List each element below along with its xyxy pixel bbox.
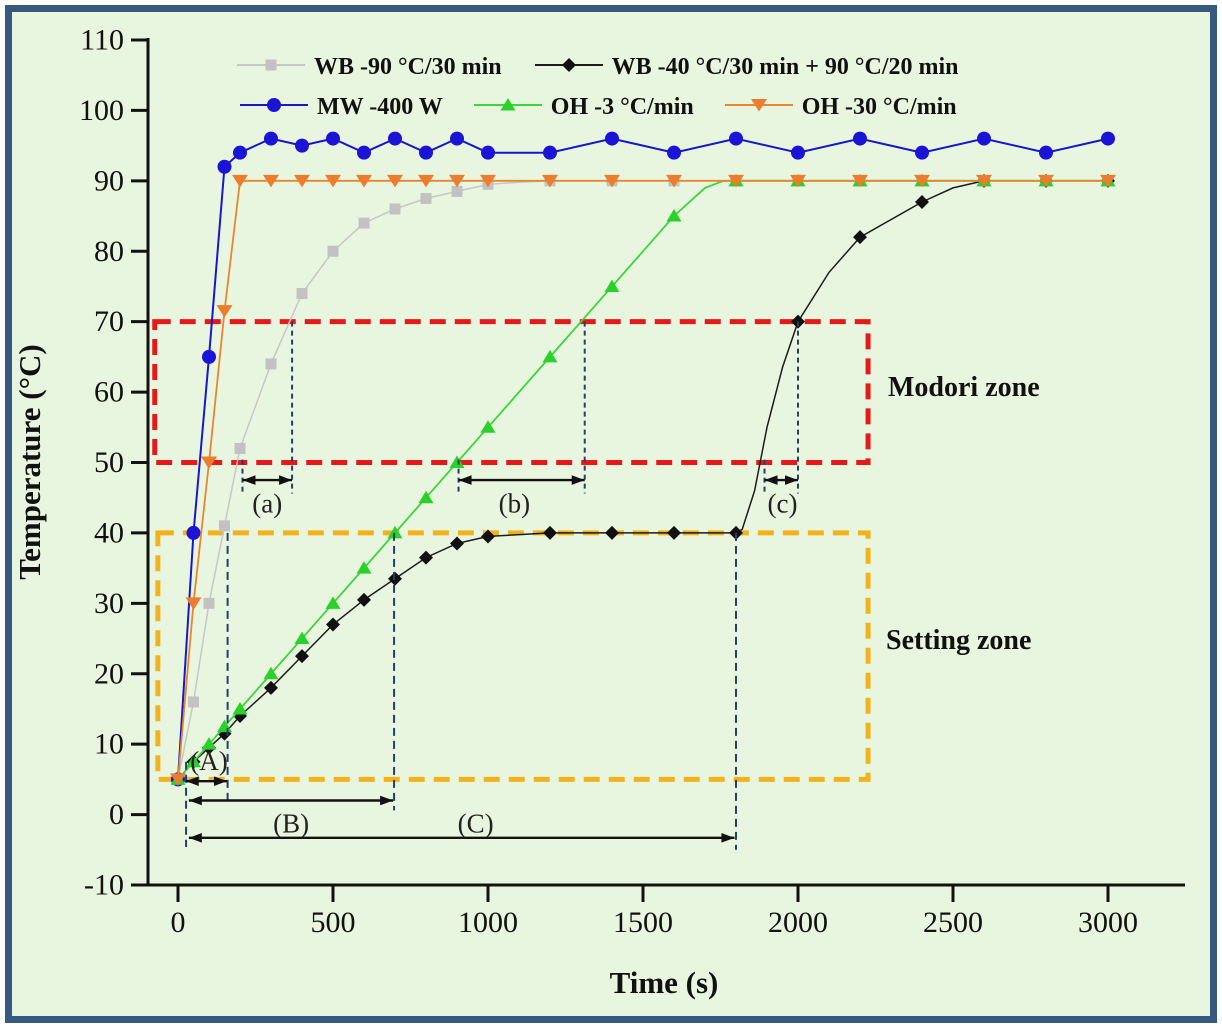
y-tick-label: 90 [94, 164, 124, 197]
triangle-up-marker-icon [473, 95, 543, 120]
span-label: (B) [273, 809, 309, 839]
legend-label: WB -90 °C/30 min [314, 53, 502, 80]
square-marker-icon [236, 55, 306, 80]
legend-row-1: WB -90 °C/30 min WB -40 °C/30 min + 90 °… [236, 52, 959, 82]
circle-marker-icon [239, 95, 309, 120]
span-label: (b) [499, 488, 530, 518]
modori-zone-box [152, 319, 871, 466]
legend-item-mw-400: MW -400 W [239, 94, 443, 121]
span-a: (a) [242, 475, 293, 518]
span-label: (c) [768, 488, 798, 518]
x-tick-label: 500 [311, 906, 356, 939]
legend-label: OH -3 °C/min [550, 93, 694, 120]
x-tick-label: 2000 [768, 906, 828, 939]
setting-zone-box [155, 530, 871, 782]
span-B: (B) [188, 795, 394, 839]
modori-zone-label: Modori zone [888, 372, 1040, 403]
figure-frame [5, 5, 1217, 1023]
x-tick-label: 2500 [923, 906, 983, 939]
series-line-3 [177, 179, 1108, 780]
series-1 [171, 173, 1115, 787]
y-axis-title: Temperature (°C) [12, 344, 47, 580]
legend-label: MW -400 W [317, 93, 443, 120]
series-line-2 [177, 137, 1109, 780]
legend-item-oh-3: OH -3 °C/min [473, 94, 694, 121]
y-tick-label: 20 [94, 657, 124, 690]
series-0 [172, 175, 1114, 785]
setting-zone-label: Setting zone [886, 625, 1032, 656]
x-tick-label: 3000 [1078, 906, 1138, 939]
y-tick-label: 0 [109, 798, 124, 831]
y-tick-label: 40 [94, 516, 124, 549]
legend-row-2: MW -400 W OH -3 °C/min OH -30 °C/min [239, 92, 957, 122]
legend-label: WB -40 °C/30 min + 90 °C/20 min [611, 53, 959, 80]
span-label: (C) [458, 809, 494, 839]
x-tick-label: 0 [171, 906, 186, 939]
series-line-0 [177, 180, 1108, 780]
y-tick-label: -10 [84, 869, 124, 902]
y-tick-label: 60 [94, 376, 124, 409]
legend-item-oh-30: OH -30 °C/min [724, 94, 957, 121]
span-A: (A) [185, 746, 228, 786]
legend-label: OH -30 °C/min [801, 93, 957, 120]
span-b: (b) [458, 475, 585, 518]
series-3 [170, 173, 1116, 785]
y-tick-label: 100 [79, 94, 124, 127]
span-C: (C) [188, 809, 735, 843]
y-tick-label: 110 [80, 24, 124, 57]
y-tick-label: 50 [94, 446, 124, 479]
x-tick-label: 1500 [613, 906, 673, 939]
y-tick-label: 10 [94, 728, 124, 761]
axes: -10 0 10 20 30 40 50 60 70 80 90 100 110 0 500 1000 1500… [79, 24, 1185, 939]
y-tick-label: 30 [94, 587, 124, 620]
y-tick-label: 80 [94, 235, 124, 268]
x-tick-label: 1000 [458, 906, 518, 939]
series-line-1 [177, 180, 1108, 780]
y-tick-label: 70 [94, 305, 124, 338]
span-c: (c) [764, 475, 798, 518]
series-2 [171, 131, 1115, 787]
diamond-marker-icon [534, 55, 604, 80]
legend-item-wb-40-90: WB -40 °C/30 min + 90 °C/20 min [534, 54, 959, 81]
legend-item-wb-90: WB -90 °C/30 min [236, 54, 502, 81]
span-label: (a) [252, 488, 282, 518]
series-4 [170, 174, 1116, 786]
x-axis-title: Time (s) [609, 965, 719, 1000]
series-line-4 [177, 179, 1108, 780]
triangle-down-marker-icon [724, 95, 794, 120]
span-label: (A) [190, 746, 227, 776]
